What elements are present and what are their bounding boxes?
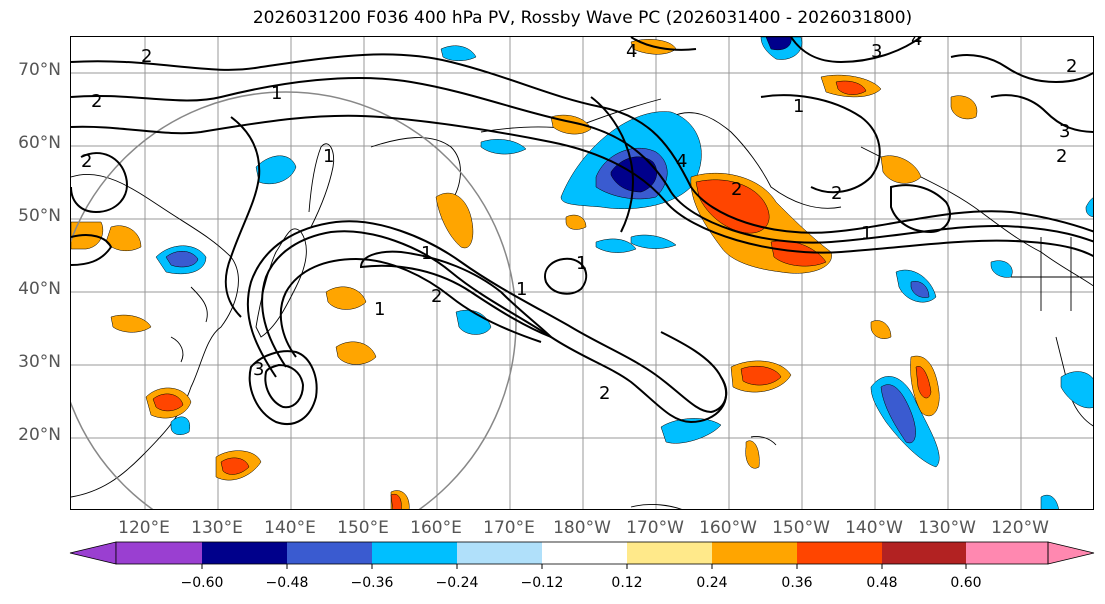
- colorbar-tick-label: −0.48: [265, 575, 309, 591]
- graticule: [71, 37, 1093, 509]
- lon-label-170e: 170°E: [483, 518, 535, 538]
- contour-label-1: 1: [271, 83, 282, 104]
- colorbar-tick-label: −0.12: [520, 575, 564, 591]
- lon-label-120e: 120°E: [118, 518, 170, 538]
- colorbar-bin-5: [457, 542, 542, 564]
- lat-label-50n: 50°N: [18, 206, 61, 226]
- contour-label-2: 2: [599, 383, 610, 404]
- colorbar-tick-label: −0.60: [180, 575, 224, 591]
- colorbar-tick-label: 0.12: [611, 575, 643, 591]
- contour-label-3: 3: [871, 41, 882, 62]
- map-title: 2026031200 F036 400 hPa PV, Rossby Wave …: [252, 8, 913, 28]
- colorbar-bin-9: [797, 542, 882, 564]
- colorbar-bin-4: [372, 542, 457, 564]
- map-panel: 2 2 1 1 1 2 1 1 1 2 3 4 3 4 1 2 1 2 4 2 …: [70, 36, 1094, 510]
- lat-label-20n: 20°N: [18, 425, 61, 445]
- colorbar-over-arrow: [1047, 541, 1095, 565]
- contour-labels: 2 2 1 1 1 2 1 1 1 2 3 4 3 4 1 2 1 2 4 2 …: [81, 37, 1077, 404]
- lon-label-170w: 170°W: [626, 518, 684, 538]
- lon-label-160w: 160°W: [699, 518, 757, 538]
- contour-label-2: 2: [91, 91, 102, 112]
- colorbar-outline: [115, 541, 1049, 565]
- contour-label-4: 4: [626, 41, 637, 62]
- colorbar-bin-8: [712, 542, 797, 564]
- contour-label-1: 1: [421, 243, 432, 264]
- colorbar-bin-1: [116, 542, 202, 564]
- lon-label-120w: 120°W: [991, 518, 1049, 538]
- lon-label-160e: 160°E: [410, 518, 462, 538]
- colorbar-tick-label: 0.60: [950, 575, 982, 591]
- reference-circle: [71, 91, 517, 509]
- contour-label-4: 4: [676, 151, 687, 172]
- lat-label-60n: 60°N: [18, 133, 61, 153]
- colorbar-bin-3: [287, 542, 372, 564]
- contour-label-2: 2: [1066, 56, 1077, 77]
- contour-label-2: 2: [141, 46, 152, 67]
- lat-label-40n: 40°N: [18, 279, 61, 299]
- lon-label-150e: 150°E: [337, 518, 389, 538]
- contour-label-1: 1: [861, 223, 872, 244]
- contour-label-2: 2: [831, 183, 842, 204]
- colorbar-tick-label: −0.36: [350, 575, 394, 591]
- contour-label-2: 2: [81, 151, 92, 172]
- map-canvas: 2 2 1 1 1 2 1 1 1 2 3 4 3 4 1 2 1 2 4 2 …: [71, 37, 1093, 509]
- colorbar-tick-label: 0.24: [696, 575, 728, 591]
- contour-label-1: 1: [516, 279, 527, 300]
- colorbar-under-arrow: [69, 541, 117, 565]
- contour-label-2: 2: [731, 179, 742, 200]
- lon-label-180w: 180°W: [553, 518, 611, 538]
- colorbar-bin-11: [966, 542, 1048, 564]
- contour-label-3: 3: [253, 359, 264, 380]
- lon-label-130e: 130°E: [191, 518, 243, 538]
- lon-label-130w: 130°W: [918, 518, 976, 538]
- colorbar-tick-label: 0.48: [866, 575, 898, 591]
- lat-label-30n: 30°N: [18, 352, 61, 372]
- lat-label-70n: 70°N: [18, 60, 61, 80]
- colorbar-bin-10: [882, 542, 966, 564]
- colorbar-tick-label: 0.36: [781, 575, 813, 591]
- contour-label-1: 1: [323, 146, 334, 167]
- contour-label-1: 1: [374, 299, 385, 320]
- contour-label-2: 2: [431, 286, 442, 307]
- colorbar-bin-7: [627, 542, 712, 564]
- contour-label-1: 1: [576, 253, 587, 274]
- contour-label-4: 4: [911, 37, 922, 50]
- contour-label-3: 3: [1059, 121, 1070, 142]
- pv-contours: [71, 37, 1093, 425]
- contour-label-2: 2: [1056, 146, 1067, 167]
- colorbar-bin-6: [542, 542, 627, 564]
- colorbar-tick-label: −0.24: [435, 575, 479, 591]
- coastlines: [71, 98, 1093, 509]
- contour-label-1: 1: [793, 96, 804, 117]
- colorbar: [69, 541, 1095, 569]
- colorbar-bin-2: [202, 542, 287, 564]
- lon-label-150w: 150°W: [772, 518, 830, 538]
- colorbar-tick-marks: [201, 564, 967, 569]
- lon-label-140w: 140°W: [845, 518, 903, 538]
- lon-label-140e: 140°E: [264, 518, 316, 538]
